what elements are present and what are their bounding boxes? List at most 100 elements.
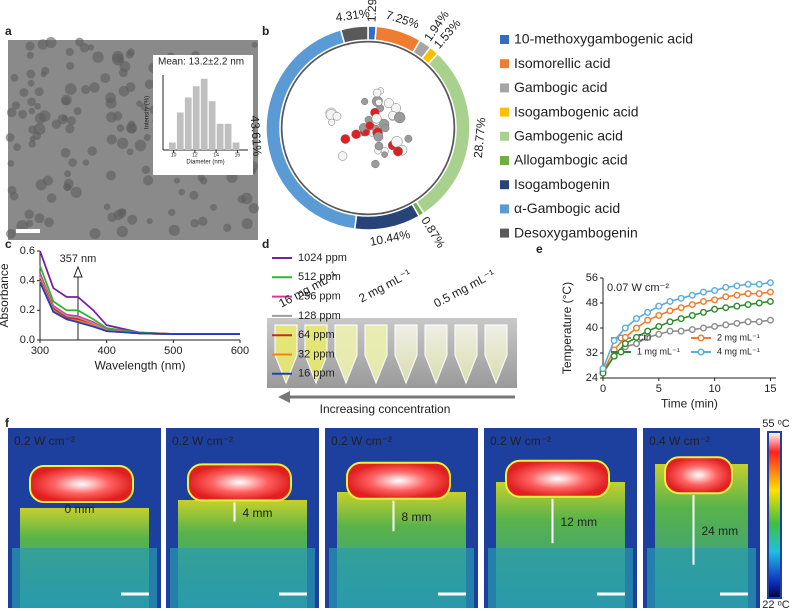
series-marker (677, 304, 685, 312)
histogram-bar (184, 97, 192, 150)
series-marker (655, 330, 663, 338)
particle (210, 203, 217, 211)
x-tick-label: 14 (213, 152, 219, 158)
y-tick-label: 56 (586, 272, 598, 284)
vial (484, 324, 508, 385)
atom (337, 151, 348, 161)
legend-marker (697, 348, 705, 356)
series-marker (632, 324, 640, 332)
particle (118, 85, 130, 97)
panel-label: f (5, 416, 10, 430)
series-marker (699, 324, 707, 332)
particle (126, 148, 134, 156)
series-marker (644, 316, 652, 324)
legend-label: 1 mg mL⁻¹ (637, 346, 680, 356)
series-marker (632, 333, 640, 341)
particle (60, 148, 71, 158)
atom (362, 129, 370, 137)
legend-label: 1024 ppm (298, 252, 347, 264)
particle (7, 160, 15, 167)
particle (127, 214, 138, 225)
legend-label: Gambogenic acid (514, 128, 623, 144)
arrow-head (278, 391, 290, 403)
thermal-sample (187, 463, 292, 502)
series-marker (599, 365, 607, 373)
y-tick-label: 24 (586, 372, 598, 384)
y-axis-label: Intensity (%) (145, 96, 151, 129)
vial (364, 324, 388, 385)
x-axis-label: Diameter (nm) (186, 160, 224, 166)
legend-label: Isogambogenic acid (514, 103, 639, 119)
series-line (39, 272, 240, 335)
power-label: 0.2 W cm⁻² (172, 434, 233, 448)
particle (28, 125, 37, 134)
particle (35, 179, 47, 191)
particle (248, 203, 259, 214)
histogram-bar (208, 101, 216, 150)
slice-label: 4.31% (335, 6, 371, 25)
particle (241, 218, 253, 230)
series-line (39, 280, 240, 335)
series-marker (699, 308, 707, 316)
atom (393, 146, 403, 157)
particle (25, 41, 35, 51)
particle (198, 216, 208, 226)
particle (240, 192, 253, 205)
particle (27, 97, 36, 107)
particle (168, 224, 180, 236)
y-tick-label: 0.0 (20, 334, 35, 346)
pie-slice (353, 203, 421, 231)
thermal-base (488, 548, 633, 608)
legend-swatch (500, 180, 509, 190)
thermal-base (12, 548, 157, 608)
legend-label: 32 ppm (298, 348, 335, 360)
legend-swatch (500, 35, 509, 44)
particle (143, 133, 151, 142)
atom (372, 88, 382, 98)
legend-label: α-Gambogic acid (514, 200, 620, 216)
series-marker (766, 316, 774, 324)
particle (87, 44, 95, 51)
particle (25, 219, 34, 228)
vial (304, 324, 328, 385)
y-tick-label: 0.4 (20, 275, 35, 287)
particle (141, 165, 151, 175)
x-tick-label: 5 (656, 383, 662, 395)
series-marker (755, 318, 763, 326)
particle (89, 228, 101, 240)
atom (375, 98, 383, 106)
particle (117, 137, 129, 149)
particle (26, 69, 36, 79)
power-label: 0.2 W cm⁻² (14, 434, 75, 448)
particle (64, 83, 77, 95)
particle (92, 51, 104, 63)
particle (28, 140, 36, 148)
panel-label: b (262, 24, 269, 38)
atom (371, 113, 382, 124)
legend-label: 256 ppm (298, 291, 341, 303)
thermal-sample (29, 465, 134, 503)
x-tick-label: 600 (231, 345, 249, 357)
series-marker (755, 280, 763, 288)
thermal-sample (346, 461, 451, 500)
arrow-label: Increasing concentration (320, 402, 451, 416)
panel-label: d (262, 237, 269, 251)
legend-label: Ctrl (637, 332, 651, 342)
x-tick-label: 10 (708, 383, 720, 395)
series-marker (755, 290, 763, 298)
particle (100, 73, 111, 84)
particle (119, 208, 127, 215)
molecule (325, 87, 413, 169)
particle (89, 82, 100, 93)
series-marker (644, 327, 652, 335)
x-tick-label: 0 (600, 383, 606, 395)
legend-swatch (500, 204, 509, 214)
series-marker (655, 302, 663, 310)
thermal-base (329, 548, 474, 608)
series-marker (632, 315, 640, 323)
series-marker (666, 307, 674, 315)
series-line (39, 278, 240, 335)
particle (66, 61, 75, 70)
y-axis-label: Absorbance (0, 263, 11, 327)
